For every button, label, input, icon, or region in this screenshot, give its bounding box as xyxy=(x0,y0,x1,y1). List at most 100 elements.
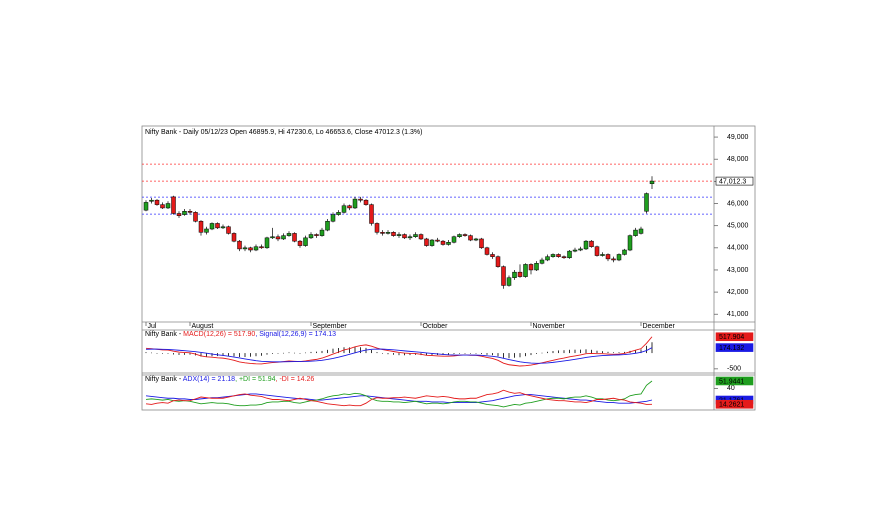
candle-body xyxy=(253,246,259,251)
histogram-bar xyxy=(266,353,268,355)
indicator-line xyxy=(145,347,653,364)
candle-body xyxy=(600,254,605,256)
chart-frame xyxy=(141,125,756,411)
histogram-bar xyxy=(371,349,372,354)
candle-body xyxy=(391,232,396,236)
histogram-bar xyxy=(404,353,405,356)
candle-body xyxy=(468,235,473,241)
candle-body xyxy=(242,247,248,250)
histogram-bar xyxy=(563,350,565,354)
candle-body xyxy=(314,234,319,236)
histogram-bar xyxy=(525,353,526,357)
candle-body xyxy=(319,229,325,236)
candle-body xyxy=(479,238,484,249)
candle-body xyxy=(473,238,479,241)
histogram-bar xyxy=(239,353,240,358)
candle-body xyxy=(374,223,380,233)
histogram-bar xyxy=(167,353,169,354)
histogram-bar xyxy=(596,350,598,354)
candle-body xyxy=(369,204,374,224)
y-tick-label: 43,000 xyxy=(727,267,749,274)
candle-body xyxy=(611,258,616,261)
candle-body xyxy=(616,254,622,261)
y-tick-label: -500 xyxy=(727,366,741,373)
candle-body xyxy=(347,205,352,209)
x-tick-label: September xyxy=(313,323,348,330)
histogram-bar xyxy=(310,351,312,354)
value-label-box xyxy=(715,343,754,352)
histogram-bar xyxy=(530,353,532,356)
candle-body xyxy=(220,226,226,229)
candle-body xyxy=(644,193,649,212)
histogram-bar xyxy=(580,349,581,354)
candle-body xyxy=(517,271,523,277)
candle-body xyxy=(583,240,589,250)
candle-body xyxy=(506,277,512,286)
indicator-line xyxy=(145,336,653,367)
histogram-bar xyxy=(497,353,499,357)
histogram-bar xyxy=(519,353,521,358)
panel-title: Nifty Bank - MACD(12,26) = 517.90, Signa… xyxy=(145,331,336,338)
y-tick-label: 41,000 xyxy=(727,311,749,318)
panel-title-part: , +DI = 51.94 xyxy=(235,376,276,383)
value-label-box xyxy=(715,332,754,342)
value-label: 174.132 xyxy=(719,345,744,352)
candle-body xyxy=(545,256,550,261)
candle-body xyxy=(363,199,369,205)
histogram-bar xyxy=(387,353,389,355)
histogram-bar xyxy=(277,353,279,354)
candle-body xyxy=(358,198,363,201)
panel-title-part: , -DI = 14.26 xyxy=(276,376,315,383)
histogram-bar xyxy=(338,348,339,354)
value-label: 14.2621 xyxy=(719,402,744,409)
candle-body xyxy=(385,232,391,234)
value-label-box xyxy=(715,376,754,386)
candle-body xyxy=(561,256,567,259)
histogram-bar xyxy=(459,353,460,354)
histogram-bar xyxy=(184,353,185,355)
x-tick-label: August xyxy=(192,323,214,330)
histogram-bar xyxy=(602,351,603,354)
indicator-line xyxy=(145,389,653,407)
histogram-bar xyxy=(486,353,488,355)
candle-body xyxy=(594,246,600,256)
histogram-bar xyxy=(558,350,559,354)
histogram-bar xyxy=(640,349,642,354)
histogram-bar xyxy=(624,351,625,354)
candle-body xyxy=(204,228,209,233)
candle-body xyxy=(418,234,424,240)
candle-body xyxy=(187,211,193,213)
histogram-bar xyxy=(552,351,554,354)
candle-body xyxy=(352,198,358,209)
candle-body xyxy=(264,237,270,249)
candle-body xyxy=(143,202,149,211)
histogram-bar xyxy=(211,353,213,357)
candle-body xyxy=(248,247,253,251)
histogram-bar xyxy=(398,353,400,356)
y-tick-label: 45,000 xyxy=(727,223,749,230)
candle-body xyxy=(402,234,407,239)
candle-body xyxy=(407,236,413,239)
candle-body xyxy=(451,236,457,243)
candle-body xyxy=(292,233,297,242)
histogram-bar xyxy=(332,348,334,354)
candle-body xyxy=(638,228,644,234)
candle-body xyxy=(149,199,154,202)
candle-body xyxy=(275,236,281,240)
histogram-bar xyxy=(475,353,477,354)
histogram-bar xyxy=(431,353,433,356)
histogram-bar xyxy=(250,353,251,357)
candle-body xyxy=(270,236,275,239)
candle-body xyxy=(303,237,308,246)
candle-body xyxy=(396,234,402,236)
histogram-bar xyxy=(470,353,471,354)
candle-body xyxy=(297,240,303,246)
y-tick-label: 44,000 xyxy=(727,245,749,252)
candle-body xyxy=(512,271,517,278)
candle-body xyxy=(462,234,468,236)
histogram-bar xyxy=(189,353,191,355)
y-tick-label: 49,000 xyxy=(727,134,749,141)
histogram-bar xyxy=(294,352,295,354)
panel-title-part: Nifty Bank - xyxy=(145,331,183,338)
histogram-bar xyxy=(635,350,636,354)
